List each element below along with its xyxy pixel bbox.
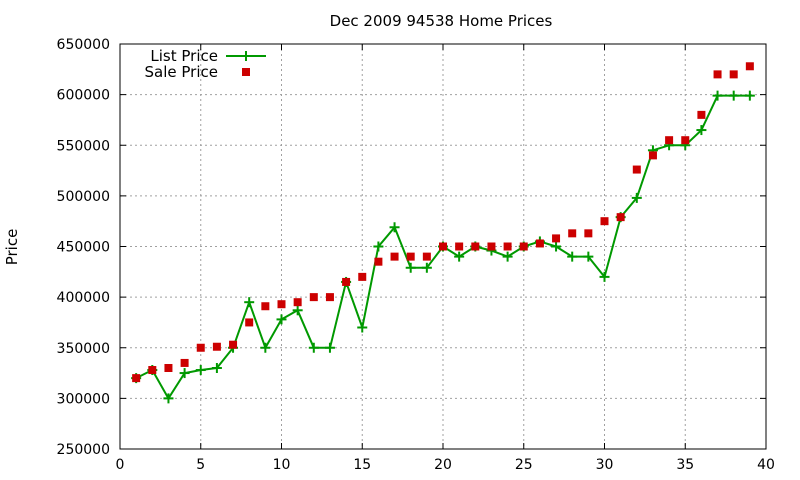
data-point-list-price bbox=[260, 342, 271, 353]
data-point-list-price bbox=[324, 342, 335, 353]
y-tick-label: 500000 bbox=[57, 189, 110, 205]
data-point-sale-price bbox=[277, 300, 286, 309]
data-point-sale-price bbox=[632, 165, 641, 174]
y-tick-label: 250000 bbox=[57, 442, 110, 458]
data-point-sale-price bbox=[390, 252, 399, 261]
data-point-list-price bbox=[421, 262, 432, 273]
data-point-list-price bbox=[389, 222, 400, 233]
data-point-sale-price bbox=[600, 217, 609, 226]
chart-title: Dec 2009 94538 Home Prices bbox=[330, 12, 553, 30]
data-point-sale-price bbox=[358, 272, 367, 281]
data-point-list-price bbox=[179, 368, 190, 379]
data-point-list-price bbox=[373, 241, 384, 252]
data-point-list-price bbox=[631, 192, 642, 203]
data-point-sale-price bbox=[681, 136, 690, 145]
series-sale-price bbox=[132, 62, 754, 383]
data-point-sale-price bbox=[455, 242, 464, 251]
data-point-sale-price bbox=[132, 374, 141, 383]
series bbox=[131, 62, 755, 404]
data-point-list-price bbox=[551, 241, 562, 252]
data-point-sale-price bbox=[519, 242, 528, 251]
data-point-list-price bbox=[244, 297, 255, 308]
data-point-sale-price bbox=[293, 298, 302, 307]
data-point-sale-price bbox=[406, 252, 415, 261]
y-tick-label: 450000 bbox=[57, 240, 110, 256]
data-point-list-price bbox=[454, 251, 465, 262]
data-point-sale-price bbox=[439, 242, 447, 251]
x-tick-label: 40 bbox=[757, 457, 775, 473]
data-point-list-price bbox=[357, 322, 368, 333]
data-point-list-price bbox=[728, 90, 739, 101]
x-tick-label: 30 bbox=[596, 457, 614, 473]
x-tick-label: 15 bbox=[353, 457, 371, 473]
data-point-sale-price bbox=[665, 136, 674, 145]
x-tick-label: 20 bbox=[434, 457, 452, 473]
data-point-sale-price bbox=[229, 340, 238, 349]
data-point-list-price bbox=[567, 251, 578, 262]
data-point-sale-price bbox=[342, 277, 351, 286]
data-point-sale-price bbox=[212, 342, 221, 351]
data-point-sale-price bbox=[422, 252, 431, 261]
data-point-list-price bbox=[405, 262, 416, 273]
data-point-sale-price bbox=[196, 343, 205, 352]
x-tick-label: 0 bbox=[116, 457, 125, 473]
data-point-sale-price bbox=[535, 239, 544, 248]
data-point-sale-price bbox=[568, 229, 577, 238]
x-tick-label: 35 bbox=[676, 457, 694, 473]
data-point-list-price bbox=[583, 251, 594, 262]
x-tick-label: 5 bbox=[196, 457, 205, 473]
data-point-sale-price bbox=[697, 110, 706, 119]
legend-label-sale-price: Sale Price bbox=[145, 63, 218, 81]
data-point-sale-price bbox=[180, 358, 189, 367]
y-tick-label: 650000 bbox=[57, 37, 110, 53]
legend: List Price Sale Price bbox=[145, 47, 266, 81]
data-point-list-price bbox=[712, 90, 723, 101]
data-point-list-price bbox=[599, 271, 610, 282]
x-tick-label: 25 bbox=[515, 457, 533, 473]
data-point-sale-price bbox=[309, 293, 318, 302]
data-point-sale-price bbox=[374, 257, 383, 266]
data-point-sale-price bbox=[164, 364, 173, 372]
data-point-list-price bbox=[211, 363, 222, 373]
data-point-list-price bbox=[744, 90, 755, 101]
data-point-list-price bbox=[502, 251, 513, 262]
data-point-sale-price bbox=[471, 242, 480, 251]
x-tick-label: 10 bbox=[273, 457, 291, 473]
axis-ticks: 0 5 10 15 20 25 30 35 40 250000 300000 350000 400000… bbox=[57, 37, 775, 473]
y-tick-label: 300000 bbox=[57, 391, 110, 407]
data-point-sale-price bbox=[648, 151, 657, 160]
data-point-sale-price bbox=[584, 229, 593, 238]
y-tick-label: 400000 bbox=[57, 290, 110, 306]
data-point-sale-price bbox=[261, 302, 270, 311]
legend-marker-sale-price bbox=[242, 68, 250, 76]
data-point-sale-price bbox=[745, 62, 754, 71]
y-tick-label: 350000 bbox=[57, 341, 110, 357]
data-point-sale-price bbox=[148, 366, 157, 375]
y-axis-label: Price bbox=[3, 229, 21, 266]
data-point-list-price bbox=[276, 314, 287, 325]
data-point-list-price bbox=[292, 305, 303, 316]
data-point-list-price bbox=[195, 365, 206, 376]
y-tick-label: 600000 bbox=[57, 88, 110, 104]
data-point-sale-price bbox=[245, 318, 254, 327]
data-point-sale-price bbox=[713, 70, 722, 79]
data-point-sale-price bbox=[503, 242, 512, 251]
data-point-list-price bbox=[308, 342, 319, 353]
data-point-sale-price bbox=[487, 242, 496, 251]
legend-samples bbox=[226, 51, 266, 76]
y-tick-label: 550000 bbox=[57, 138, 110, 154]
data-point-list-price bbox=[696, 125, 707, 136]
data-point-sale-price bbox=[729, 70, 738, 79]
legend-label-list-price: List Price bbox=[150, 47, 218, 65]
legend-marker-list-price bbox=[241, 51, 251, 61]
data-point-sale-price bbox=[552, 234, 561, 243]
data-point-list-price bbox=[163, 393, 174, 404]
data-point-sale-price bbox=[616, 213, 625, 222]
data-point-sale-price bbox=[325, 293, 334, 302]
